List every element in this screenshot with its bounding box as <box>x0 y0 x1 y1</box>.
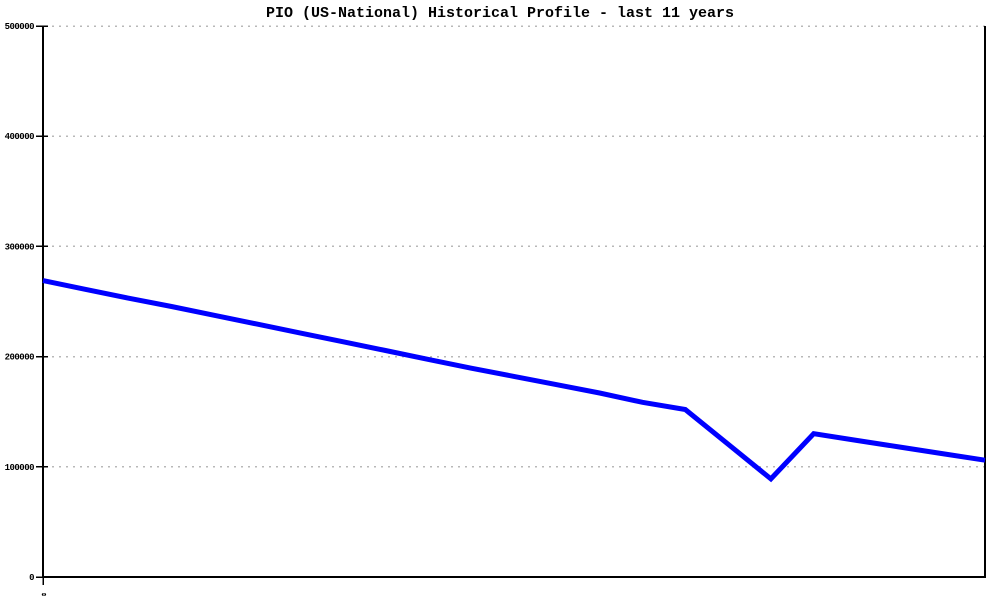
y-tick-label: 100000 <box>5 463 35 473</box>
y-tick-label: 0 <box>29 573 34 583</box>
y-tick-label: 400000 <box>5 132 35 142</box>
y-tick-label: 200000 <box>5 353 35 363</box>
chart-title: PIO (US-National) Historical Profile - l… <box>265 5 735 22</box>
y-tick-label: 500000 <box>5 22 35 32</box>
x-tick-label: 0 <box>41 593 46 598</box>
series-line <box>42 278 986 483</box>
y-tick-label: 300000 <box>5 242 35 252</box>
